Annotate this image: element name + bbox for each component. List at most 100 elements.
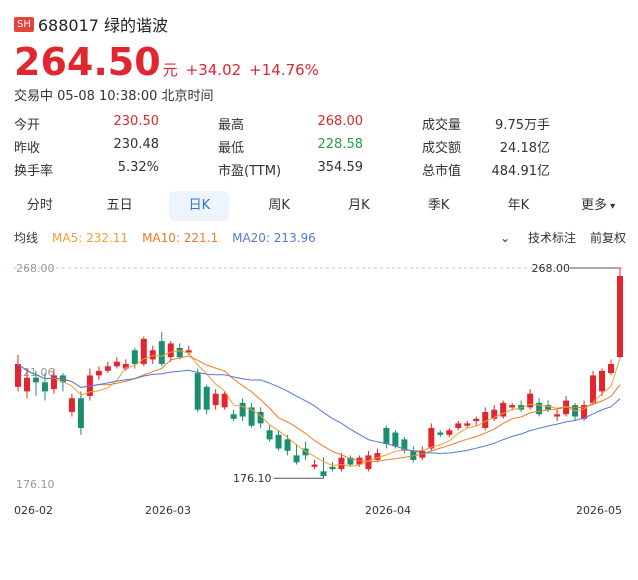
tab-yearly-k[interactable]: 年K: [507, 198, 530, 213]
chevron-down-icon: ▾: [606, 201, 616, 212]
stat-cell: 成交额 24.18亿: [422, 137, 626, 156]
candle-body: [608, 363, 615, 374]
stat-cell: 最低 228.58: [218, 137, 422, 156]
candle-body: [41, 382, 48, 392]
tab-more[interactable]: 更多 ▾: [558, 191, 638, 221]
stat-label: 最低: [218, 141, 245, 156]
tech-annotation-label: 技术标注: [527, 231, 576, 245]
candle-body: [392, 432, 399, 447]
stat-cell: 总市值 484.91亿: [422, 160, 626, 179]
stat-value: 354.59: [317, 160, 364, 175]
current-price: 264.50: [14, 40, 161, 84]
candle-body: [455, 423, 462, 428]
stock-code-name: 688017 绿的谐波: [37, 16, 169, 35]
candle-body: [104, 366, 111, 371]
stock-header: SH 688017 绿的谐波: [14, 12, 168, 36]
candle-body: [257, 411, 264, 424]
candle-body: [293, 455, 300, 463]
stat-value: 9.75万手: [495, 118, 550, 133]
candle-body: [473, 418, 480, 422]
stat-label: 今开: [14, 118, 41, 133]
ma20-value: MA20: 213.96: [232, 230, 316, 245]
stats-row: 昨收 230.48 最低 228.58 成交额 24.18亿: [14, 135, 626, 158]
candle-body: [248, 407, 255, 426]
stat-label: 成交量: [422, 118, 462, 133]
stat-value: 230.50: [113, 114, 160, 129]
candle-body: [158, 341, 165, 364]
stat-label: 昨收: [14, 141, 41, 156]
stat-label: 成交额: [422, 141, 462, 156]
candle-body: [500, 402, 507, 417]
candle-body: [374, 453, 381, 460]
adjust-button[interactable]: 前复权: [589, 231, 626, 245]
tech-annotation-button[interactable]: ⌄ 技术标注: [486, 229, 576, 246]
candle-body: [221, 393, 228, 408]
price-change-pct: +14.76%: [249, 61, 319, 79]
max-annotation: 268.00: [532, 262, 571, 275]
stat-value: 24.18亿: [499, 141, 550, 156]
candle-body: [446, 430, 453, 435]
stats-row: 换手率 5.32% 市盈(TTM) 354.59 总市值 484.91亿: [14, 158, 626, 181]
x-label: 2026-03: [145, 504, 191, 517]
price-unit: 元: [162, 61, 178, 79]
candle-body: [95, 370, 102, 376]
stat-cell: 最高 268.00: [218, 114, 422, 133]
trading-status: 交易中 05-08 10:38:00 北京时间: [14, 89, 214, 104]
min-annotation: 176.10: [233, 472, 272, 485]
tab-daily-k[interactable]: 日K: [169, 191, 230, 221]
candle-body: [167, 343, 174, 358]
candle-body: [131, 350, 138, 364]
stat-cell: 昨收 230.48: [14, 137, 218, 156]
tab-monthly-k[interactable]: 月K: [348, 198, 370, 213]
stat-cell: 换手率 5.32%: [14, 160, 218, 179]
candle-body: [239, 402, 246, 417]
stat-label: 市盈(TTM): [218, 164, 282, 179]
ma-label: 均线: [14, 231, 39, 245]
candle-body: [401, 439, 408, 451]
ma5-value: MA5: 232.11: [52, 230, 129, 245]
stat-cell: 成交量 9.75万手: [422, 114, 626, 133]
candle-body: [275, 434, 282, 449]
candle-body: [527, 393, 534, 408]
stat-value: 230.48: [113, 137, 160, 152]
ma10-value: MA10: 221.1: [142, 230, 219, 245]
candle-body: [176, 347, 183, 358]
candle-body: [617, 275, 623, 358]
candle-body: [68, 398, 75, 412]
candle-body: [428, 427, 435, 449]
tab-quarterly-k[interactable]: 季K: [427, 198, 450, 213]
candle-body: [338, 457, 345, 470]
candle-body: [329, 466, 336, 470]
tech-icon: ⌄: [500, 231, 514, 245]
y-mid-label: 221.06: [16, 366, 55, 379]
ma-legend: 均线 MA5: 232.11 MA10: 221.1 MA20: 213.96 …: [14, 229, 626, 246]
tab-intraday[interactable]: 分时: [26, 198, 53, 213]
candle-body: [347, 457, 354, 465]
ma10-line: [17, 355, 621, 463]
tab-five-day[interactable]: 五日: [106, 198, 133, 213]
candle-body: [554, 414, 561, 417]
tab-weekly-k[interactable]: 周K: [268, 198, 290, 213]
candle-body: [302, 448, 309, 456]
x-label: 026-02: [14, 504, 53, 517]
chart-tools: ⌄ 技术标注 前复权: [472, 229, 626, 246]
ma20-line: [17, 363, 621, 454]
ma5-line: [17, 350, 621, 467]
candle-body: [365, 455, 372, 470]
candle-body: [437, 432, 444, 435]
candle-body: [140, 338, 147, 364]
candle-body: [23, 377, 30, 392]
stats-row: 今开 230.50 最高 268.00 成交量 9.75万手: [14, 112, 626, 135]
candle-body: [491, 409, 498, 419]
stat-label: 换手率: [14, 164, 54, 179]
y-high-label: 268.00: [16, 262, 55, 275]
candle-body: [464, 423, 471, 426]
candle-body: [212, 393, 219, 406]
candle-body: [203, 386, 210, 410]
kline-chart[interactable]: 268.00 221.06 176.10 268.00 176.10 026-0…: [0, 250, 638, 530]
stats-table: 今开 230.50 最高 268.00 成交量 9.75万手 昨收 230.48 最低 2…: [14, 112, 626, 181]
candle-body: [194, 373, 201, 410]
candle-body: [77, 398, 84, 428]
candle-body: [590, 375, 597, 403]
candle-body: [311, 464, 318, 467]
